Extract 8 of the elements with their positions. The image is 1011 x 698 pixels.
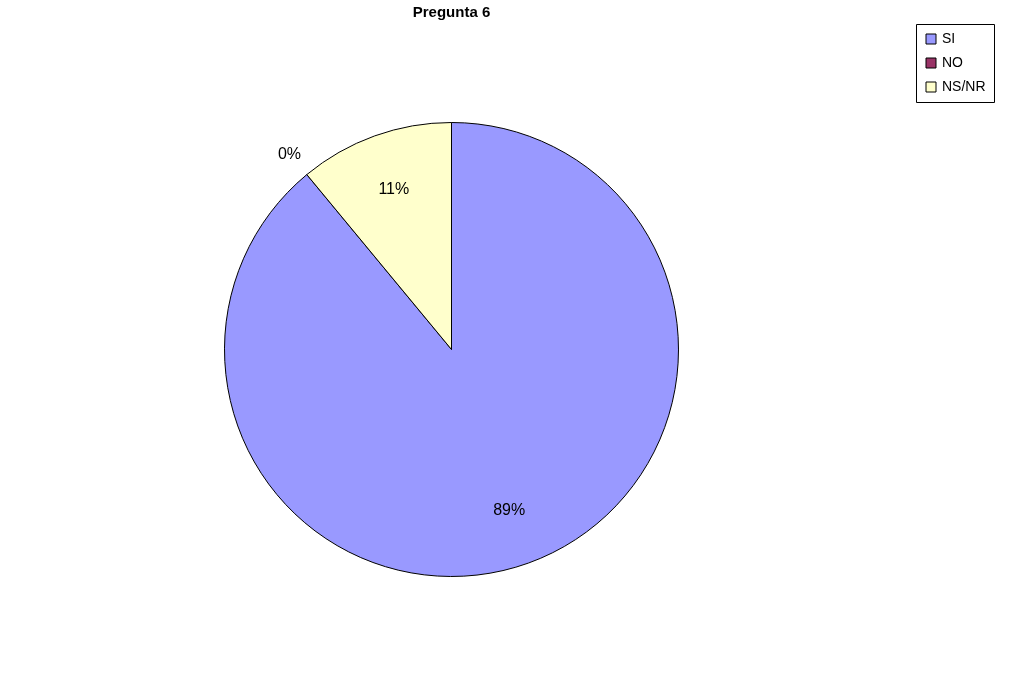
legend-label: SI xyxy=(942,30,956,46)
data-label: 89% xyxy=(493,500,526,518)
text: 0% xyxy=(277,144,301,162)
legend-label: NS/NR xyxy=(942,78,986,94)
chart-title: Pregunta 6 xyxy=(412,3,491,20)
data-label: 11% xyxy=(378,180,410,198)
pie-slice xyxy=(224,122,679,577)
legend-label: NO xyxy=(942,54,964,70)
